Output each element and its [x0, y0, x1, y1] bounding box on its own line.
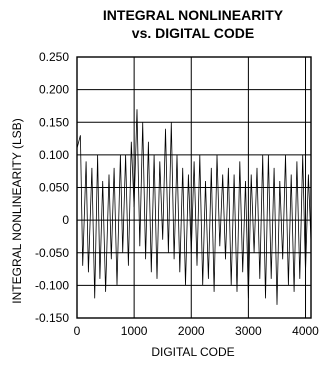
x-tick-labels: 0 1000 2000 3000 4000 [74, 324, 320, 338]
x-tick-label: 2000 [178, 324, 205, 338]
y-tick-label: -0.050 [35, 246, 69, 260]
y-tick-label: 0.250 [39, 50, 69, 64]
y-tick-label: 0.100 [39, 148, 69, 162]
plot-frame [76, 56, 312, 319]
x-tick-label: 0 [74, 324, 81, 338]
y-tick-label: -0.100 [35, 278, 69, 292]
x-tick-label: 3000 [235, 324, 262, 338]
x-axis-label: DIGITAL CODE [151, 345, 234, 359]
y-tick-label: 0.050 [39, 181, 69, 195]
grid-lines [76, 56, 311, 319]
data-trace [76, 109, 312, 305]
y-tick-label: 0.150 [39, 115, 69, 129]
chart-title-line-2: vs. DIGITAL CODE [132, 25, 254, 41]
x-tick-label: 4000 [292, 324, 319, 338]
y-tick-labels: -0.150 -0.100 -0.050 0 0.050 0.100 0.150 0.200 0… [35, 50, 69, 325]
y-tick-label: 0.200 [39, 83, 69, 97]
chart-title-line-1: INTEGRAL NONLINEARITY [103, 7, 284, 23]
y-tick-label: 0 [62, 213, 69, 227]
inl-series-line [76, 109, 312, 305]
x-tick-label: 1000 [121, 324, 148, 338]
y-axis-label: INTEGRAL NONLINEARITY (LSB) [10, 118, 24, 303]
y-tick-label: -0.150 [35, 311, 69, 325]
